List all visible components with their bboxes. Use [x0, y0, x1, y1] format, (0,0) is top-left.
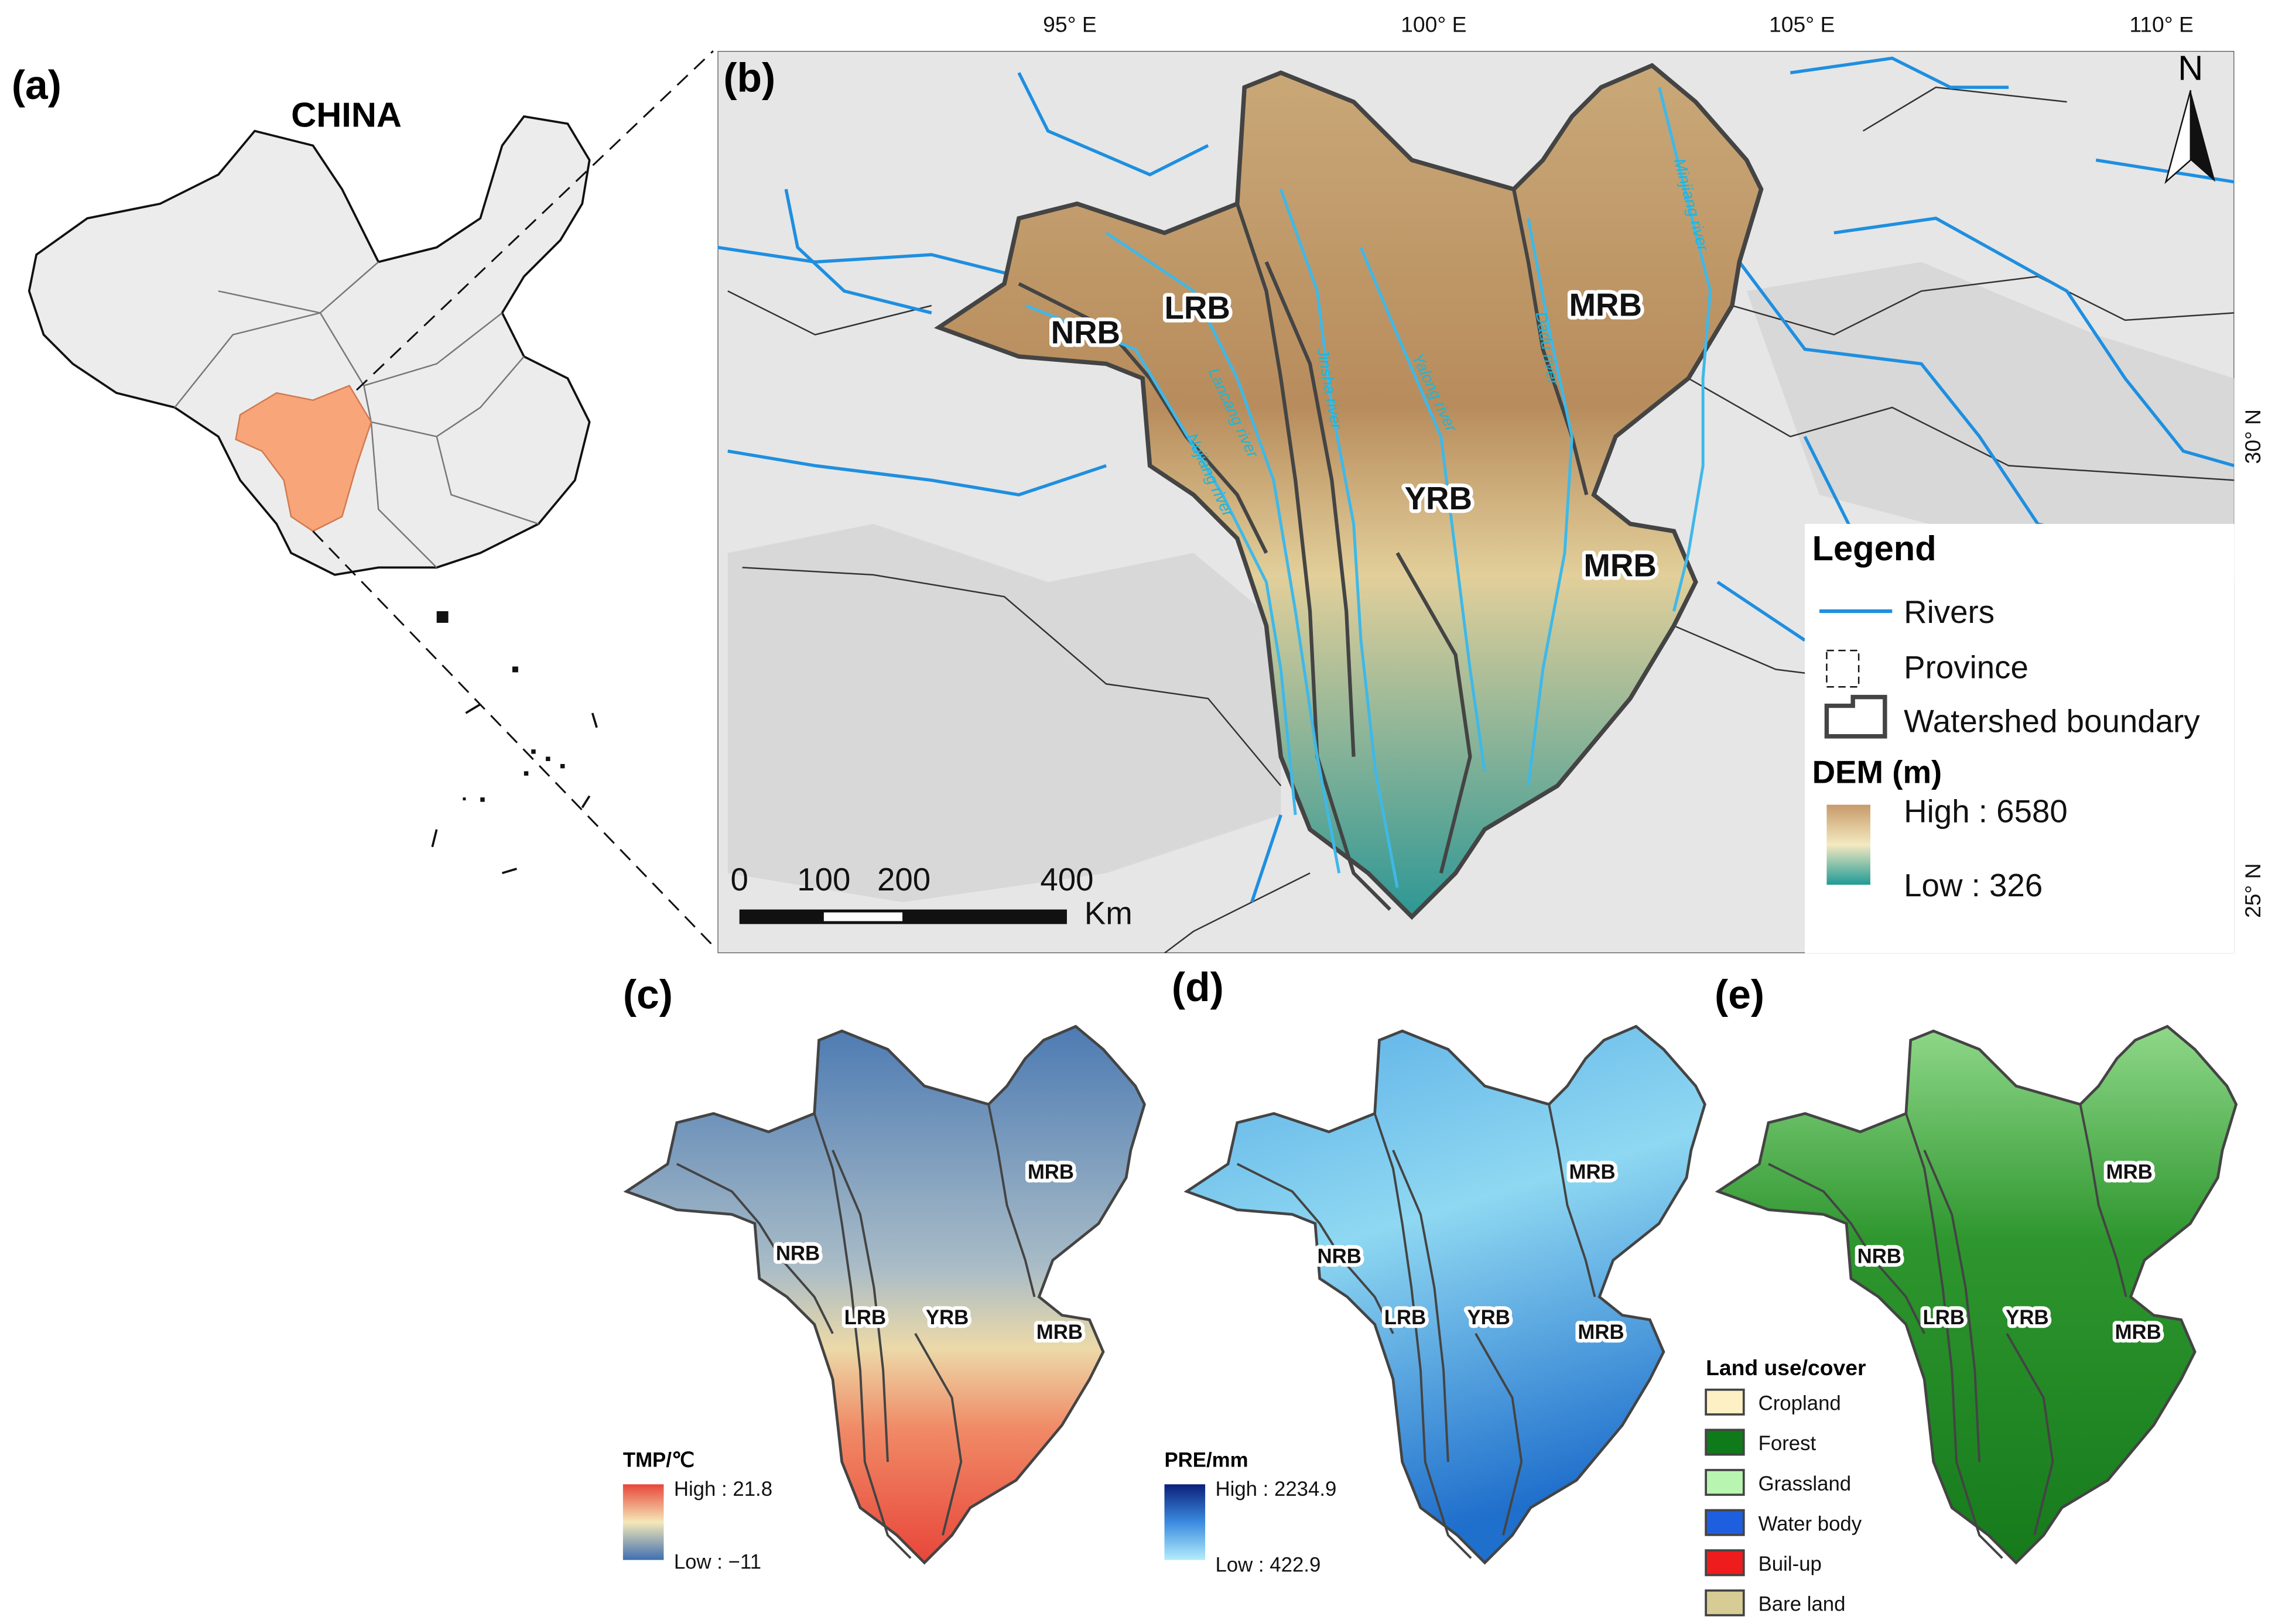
map-element: NRB LRB YRB MRB MRB [1313, 1157, 1628, 1347]
tmp-low: Low : −11 [674, 1551, 761, 1574]
basin-label: NRB [776, 1243, 820, 1265]
pre-colorbar [1164, 1484, 1206, 1560]
basin-label: MRB [1028, 1161, 1074, 1183]
legend-item: Rivers [1904, 594, 1995, 630]
scale-tick: 200 [877, 861, 930, 897]
panel-label: (e) [1715, 972, 1764, 1017]
landuse-item: Water body [1759, 1513, 1862, 1535]
pre-title: PRE/mm [1164, 1450, 1248, 1472]
map-element: 95° E 100° E 105° E 110° E 30° N 25° N [1043, 12, 2265, 918]
basin-label: LRB [1164, 289, 1230, 326]
dem-low: Low : 326 [1904, 867, 2043, 903]
basin-label: MRB [1578, 1321, 1624, 1344]
basin-label: YRB [1467, 1307, 1510, 1329]
lat-tick: 25° N [2240, 863, 2265, 918]
landuse-legend: Cropland Forest Grassland Water body Buil-up… [1705, 1388, 1862, 1616]
dem-title: DEM (m) [1812, 753, 1942, 790]
map-title: CHINA [291, 95, 402, 134]
zoom-lines [312, 50, 714, 947]
landuse-item: Grassland [1759, 1473, 1852, 1495]
province-lines [174, 261, 539, 568]
basin-label: MRB [1036, 1321, 1083, 1344]
map-element [739, 909, 1067, 924]
lon-tick: 100° E [1401, 12, 1466, 37]
panel-label: (b) [723, 55, 775, 101]
pre-low: Low : 422.9 [1215, 1554, 1320, 1576]
panel-label: (a) [12, 62, 61, 108]
landuse-item: Cropland [1759, 1393, 1841, 1415]
map-element: 0 100 200 400 [730, 861, 1093, 897]
tmp-title: TMP/℃ [623, 1450, 695, 1472]
basin-label: MRB [1569, 286, 1642, 323]
tmp-high: High : 21.8 [674, 1478, 772, 1500]
map-element [823, 912, 903, 921]
landuse-swatch [1705, 1469, 1745, 1496]
landuse-swatch [1705, 1589, 1745, 1616]
basin-label: YRB [1405, 480, 1472, 516]
landuse-item: Buil-up [1759, 1553, 1822, 1575]
legend-item: Watershed boundary [1904, 703, 2200, 739]
dem-colorbar [1826, 804, 1871, 885]
tmp-colorbar [622, 1484, 664, 1560]
map-b [717, 51, 2235, 954]
landuse-item: Bare land [1759, 1594, 1846, 1616]
legend-item: Province [1904, 649, 2028, 685]
map-element: NRB LRB YRB MRB MRB [772, 1157, 1087, 1347]
scale-tick: 0 [730, 861, 748, 897]
basin-label: LRB [1384, 1307, 1426, 1329]
legend-watershed [1824, 694, 1887, 739]
panel-label: (d) [1172, 964, 1224, 1010]
panel-label: (c) [623, 972, 673, 1017]
scale-tick: 100 [797, 861, 850, 897]
landuse-swatch [1705, 1428, 1745, 1456]
basin-label: LRB [844, 1307, 886, 1329]
basin-label: YRB [926, 1307, 969, 1329]
landuse-swatch [1705, 1509, 1745, 1536]
study-area [235, 385, 372, 532]
map-element: NRB LRB MRB YRB MRB [1047, 283, 1660, 587]
basin-label: MRB [1583, 547, 1657, 583]
china-outline [28, 115, 591, 576]
nine-dash [431, 703, 598, 875]
dem-high: High : 6580 [1904, 793, 2068, 829]
basin-label: YRB [2006, 1307, 2048, 1329]
basin-label: MRB [2106, 1161, 2153, 1183]
legend: Legend Rivers Province Watershed boundar… [1812, 529, 2201, 903]
legend-title: Legend [1812, 529, 1937, 568]
basin-label: NRB [1317, 1246, 1361, 1268]
scale-unit: Km [1085, 895, 1133, 931]
basin-label: MRB [2115, 1321, 2161, 1344]
lat-tick: 30° N [2240, 409, 2265, 464]
lon-tick: 95° E [1043, 12, 1097, 37]
north-arrow: N [2164, 49, 2216, 184]
landuse-swatch [1705, 1549, 1745, 1577]
basin-label: NRB [1857, 1246, 1901, 1268]
landuse-item: Forest [1759, 1433, 1816, 1455]
pre-high: High : 2234.9 [1215, 1478, 1336, 1500]
lon-tick: 110° E [2129, 12, 2194, 37]
landuse-swatch [1705, 1388, 1745, 1416]
hillshade [727, 262, 2235, 903]
map-element: NRB LRB YRB MRB MRB [1853, 1157, 2165, 1347]
landuse-title: Land use/cover [1706, 1355, 1866, 1380]
inner-rivers [1025, 87, 1712, 888]
scale-tick: 400 [1040, 861, 1093, 897]
scale-bar: 0 100 200 400 Km [730, 861, 1132, 931]
lon-tick: 105° E [1769, 12, 1835, 37]
basin-label: LRB [1922, 1307, 1964, 1329]
north-label: N [2178, 49, 2203, 88]
basin-label: NRB [1051, 314, 1120, 351]
basin-label: MRB [1569, 1161, 1615, 1183]
